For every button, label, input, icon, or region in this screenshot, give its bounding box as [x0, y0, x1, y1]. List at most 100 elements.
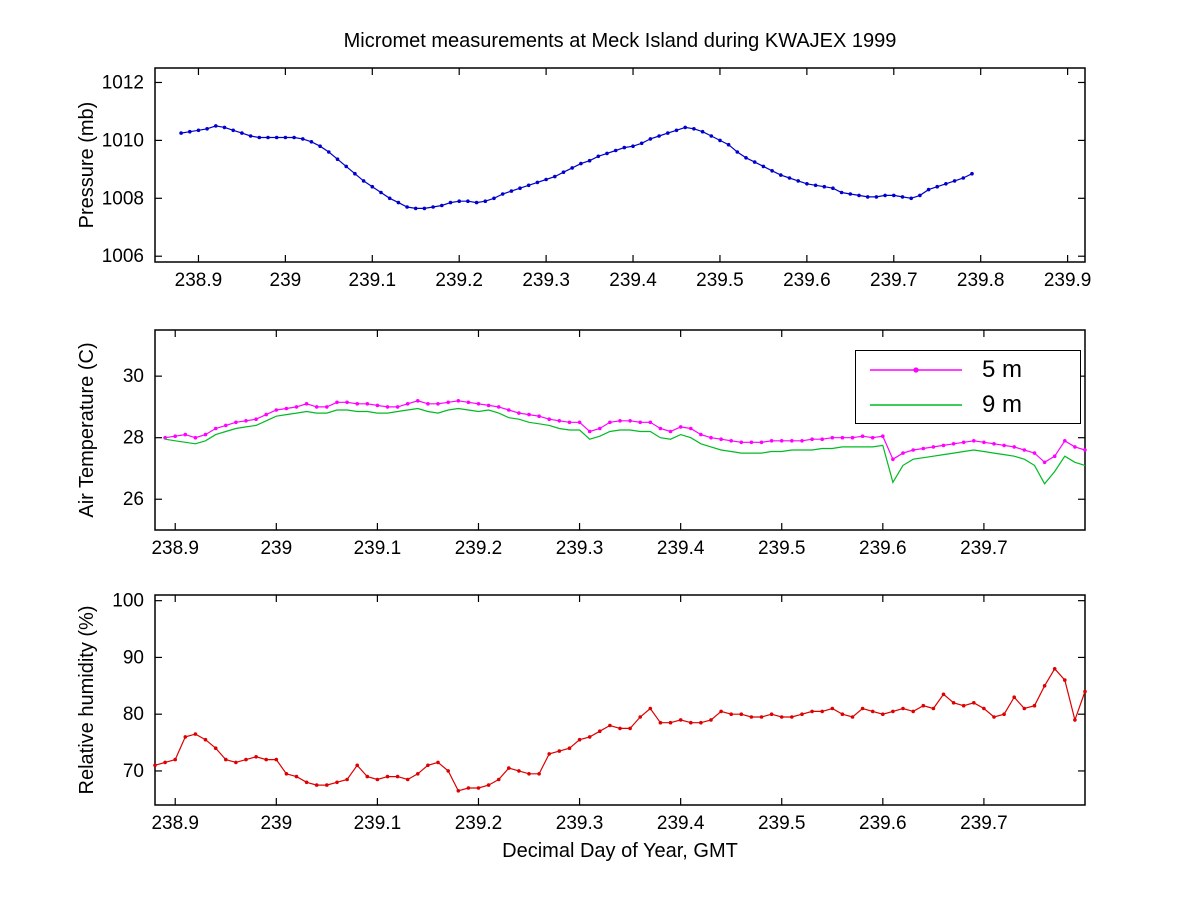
y-tick-label: 70 — [123, 761, 144, 782]
series-marker-pressure — [301, 137, 305, 141]
series-marker-relative-humidity — [375, 777, 380, 782]
series-marker-relative-humidity — [850, 715, 855, 719]
series-marker-5 m — [739, 440, 744, 445]
series-marker-relative-humidity — [668, 720, 673, 725]
series-marker-pressure — [396, 200, 401, 205]
series-marker-relative-humidity — [608, 723, 612, 728]
x-tick-label: 239.7 — [960, 538, 1008, 559]
series-marker-5 m — [982, 440, 986, 445]
series-marker-pressure — [874, 195, 879, 199]
series-marker-5 m — [355, 402, 360, 406]
series-marker-relative-humidity — [921, 703, 926, 708]
series-marker-5 m — [224, 423, 228, 428]
series-marker-5 m — [678, 425, 683, 429]
series-marker-5 m — [668, 429, 673, 434]
series-marker-5 m — [244, 419, 248, 423]
pressure-ylabel: Pressure (mb) — [76, 102, 98, 229]
series-marker-pressure — [657, 134, 661, 138]
series-marker-5 m — [203, 432, 208, 437]
series-marker-pressure — [292, 135, 296, 140]
legend-entry-5m: 5 m — [856, 352, 1080, 387]
series-marker-relative-humidity — [456, 789, 461, 793]
series-marker-pressure — [370, 184, 375, 189]
series-marker-pressure — [353, 171, 357, 176]
series-marker-pressure — [405, 205, 409, 209]
series-marker-5 m — [759, 440, 764, 445]
series-marker-pressure — [935, 184, 939, 189]
y-tick-label: 26 — [123, 489, 144, 510]
series-marker-relative-humidity — [618, 726, 622, 731]
series-marker-pressure — [483, 199, 488, 203]
series-marker-relative-humidity — [749, 715, 754, 719]
series-marker-pressure — [309, 140, 314, 144]
series-marker-5 m — [1073, 445, 1077, 449]
series-marker-pressure — [214, 124, 218, 128]
series-marker-relative-humidity — [587, 735, 592, 739]
series-marker-relative-humidity — [527, 772, 531, 776]
series-marker-relative-humidity — [982, 706, 986, 711]
series-marker-pressure — [518, 186, 522, 190]
y-tick-label: 1010 — [102, 130, 144, 151]
series-marker-5 m — [426, 402, 430, 406]
x-tick-label: 239.2 — [455, 813, 503, 834]
series-marker-5 m — [719, 437, 723, 442]
y-tick-label: 90 — [123, 647, 144, 668]
series-marker-pressure — [596, 154, 601, 159]
series-marker-relative-humidity — [294, 774, 299, 779]
legend-line-sample-5m — [870, 366, 962, 373]
series-marker-5 m — [618, 419, 622, 423]
series-marker-relative-humidity — [860, 706, 865, 711]
series-marker-5 m — [901, 451, 905, 455]
series-marker-pressure — [196, 128, 201, 133]
series-marker-relative-humidity — [689, 720, 693, 725]
series-marker-pressure — [526, 183, 531, 188]
series-marker-relative-humidity — [325, 783, 329, 787]
series-marker-relative-humidity — [810, 709, 814, 714]
series-marker-5 m — [961, 440, 966, 445]
figure-title: Micromet measurements at Meck Island dur… — [343, 30, 897, 52]
series-marker-5 m — [587, 429, 592, 434]
series-marker-5 m — [860, 434, 865, 439]
series-marker-5 m — [1032, 451, 1037, 455]
series-marker-relative-humidity — [1022, 706, 1027, 711]
series-marker-pressure — [865, 195, 870, 199]
series-marker-pressure — [735, 150, 740, 154]
series-marker-5 m — [972, 439, 976, 443]
series-marker-5 m — [689, 426, 693, 431]
series-marker-pressure — [692, 127, 696, 131]
series-marker-pressure — [622, 145, 627, 150]
x-tick-label: 239 — [260, 538, 292, 559]
series-marker-5 m — [163, 435, 167, 440]
series-marker-5 m — [648, 420, 653, 425]
x-tick-label: 238.9 — [151, 813, 199, 834]
series-marker-pressure — [926, 187, 931, 192]
series-marker-pressure — [848, 192, 853, 196]
series-marker-relative-humidity — [1063, 678, 1067, 682]
series-marker-pressure — [431, 205, 435, 209]
series-marker-relative-humidity — [436, 760, 440, 765]
series-marker-pressure — [744, 156, 748, 160]
series-marker-relative-humidity — [395, 774, 400, 779]
series-marker-relative-humidity — [1042, 684, 1047, 688]
series-marker-pressure — [474, 200, 479, 205]
series-marker-relative-humidity — [304, 780, 309, 785]
series-marker-pressure — [222, 125, 227, 130]
series-marker-relative-humidity — [891, 709, 895, 714]
series-marker-pressure — [909, 196, 913, 201]
series-marker-relative-humidity — [345, 777, 349, 782]
y-tick-label: 30 — [123, 366, 144, 387]
series-marker-5 m — [446, 400, 451, 405]
series-marker-relative-humidity — [800, 712, 804, 716]
series-marker-5 m — [992, 442, 996, 446]
series-marker-relative-humidity — [729, 712, 733, 716]
series-marker-relative-humidity — [284, 772, 289, 776]
series-marker-pressure — [900, 195, 905, 199]
series-marker-5 m — [638, 420, 642, 425]
series-marker-relative-humidity — [426, 763, 430, 768]
series-marker-pressure — [631, 144, 635, 148]
series-marker-relative-humidity — [759, 715, 764, 719]
series-marker-5 m — [790, 439, 794, 443]
series-marker-relative-humidity — [466, 786, 471, 790]
series-marker-relative-humidity — [476, 786, 481, 790]
